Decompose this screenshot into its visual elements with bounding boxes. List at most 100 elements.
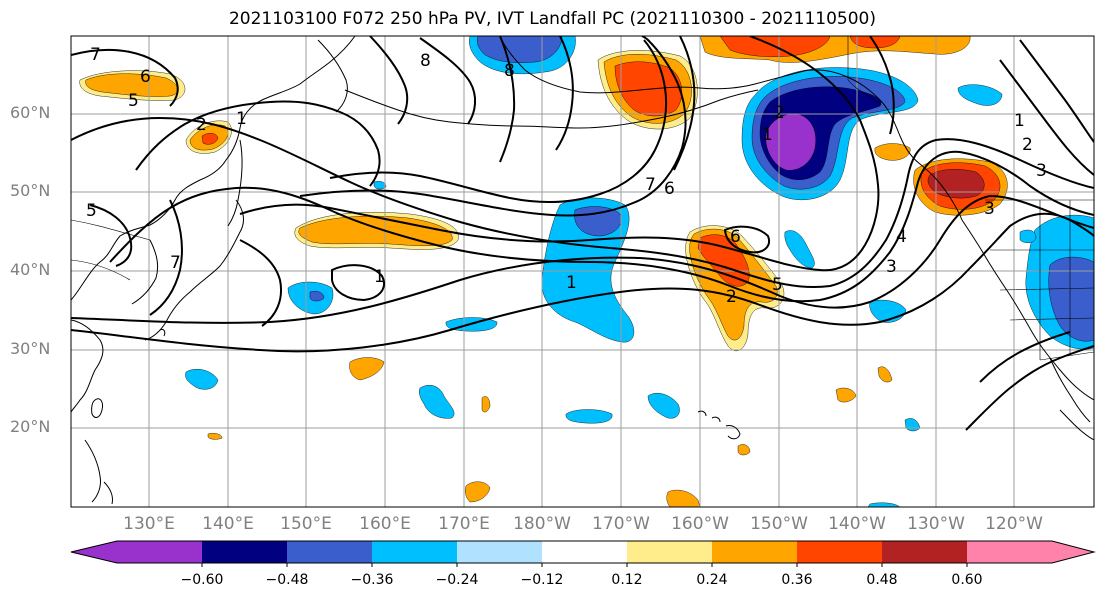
pv-contour [419, 37, 476, 125]
contour-label: 2 [1022, 135, 1033, 155]
shade-neg [185, 369, 219, 390]
colorbar-segment [967, 541, 1052, 563]
shade-pos [207, 433, 223, 440]
colorbar-min-extension [71, 541, 117, 563]
colorbar-segment [627, 541, 712, 563]
border-asia [71, 219, 151, 281]
lat-label-60n: 60°N [10, 103, 51, 122]
pv-contours [71, 36, 1094, 431]
pv-contour [71, 194, 1094, 324]
colorbar-ticks [201, 563, 968, 567]
coastline-korea [131, 239, 159, 305]
colorbar-label: 0.24 [696, 572, 728, 588]
contour-label: 2 [774, 103, 785, 123]
contour-labels: 7 6 5 2 1 8 5 7 1 8 7 6 1 6 5 2 1 2 3 4 … [86, 45, 1047, 307]
shade-pos [465, 481, 491, 503]
coastline-island [159, 329, 166, 337]
shade-pos [927, 169, 985, 199]
lon-label: 170°W [592, 514, 650, 534]
pv-contour [109, 150, 1094, 303]
pv-contour [89, 204, 133, 267]
coastline-hawaii [697, 410, 741, 440]
contour-label: 1 [374, 267, 385, 287]
shade-pos [481, 396, 491, 413]
coastlines [71, 36, 1094, 505]
colorbar-segment [202, 541, 287, 563]
colorbar-segment [457, 541, 542, 563]
lon-label: 150°W [750, 514, 808, 534]
border-us-state [990, 200, 1094, 360]
pv-contour [329, 39, 668, 204]
coastline-north-america-west [961, 219, 1094, 401]
map-title: 2021103100 F072 250 hPa PV, IVT Landfall… [228, 9, 876, 29]
shading-layer [79, 36, 1094, 507]
lon-label: 170°E [438, 514, 490, 534]
shade-pos [85, 73, 178, 97]
pv-contour [71, 212, 1094, 353]
shade-neg [1019, 229, 1037, 243]
coastline-kamchatka [317, 39, 348, 113]
lat-label-20n: 20°N [10, 417, 51, 436]
colorbar-max-extension [1052, 541, 1094, 563]
pv-contour [869, 36, 895, 135]
contour-label: 2 [726, 287, 737, 307]
contour-label: 3 [886, 257, 897, 277]
pv-contour [239, 239, 282, 327]
colorbar-segment [542, 541, 627, 563]
colorbar-outline [70, 540, 1096, 564]
lon-label: 130°E [123, 514, 175, 534]
shade-pos [201, 133, 219, 145]
shade-neg [419, 385, 455, 419]
coastline-baja [1049, 357, 1091, 423]
coastline-mexico [1059, 409, 1094, 441]
contour-label: 4 [896, 227, 907, 247]
shade-neg [867, 502, 901, 507]
colorbar-label: 0.48 [866, 572, 898, 588]
contour-label: 6 [730, 227, 741, 247]
contour-label: 1 [1014, 111, 1025, 131]
pv-contour [723, 225, 770, 254]
shade-neg [565, 409, 613, 424]
lon-label: 160°E [359, 514, 411, 534]
colorbar-label: −0.24 [435, 572, 479, 588]
lat-label-40n: 40°N [10, 260, 51, 279]
colorbar-label: 0.12 [611, 572, 643, 588]
shade-neg [309, 291, 325, 302]
colorbar-label: 0.60 [951, 572, 983, 588]
lat-label-30n: 30°N [10, 339, 51, 358]
pv-contour [135, 100, 381, 187]
map-border [70, 35, 1095, 508]
shade-neg [373, 181, 387, 190]
shade-pos [737, 444, 751, 456]
lon-label: 180°W [513, 514, 571, 534]
contour-label: 7 [645, 175, 656, 195]
coastline-taiwan [91, 398, 103, 418]
pv-contour [239, 36, 880, 272]
pv-contour [979, 331, 1071, 383]
colorbar [70, 540, 1096, 567]
coastline-philippines [84, 439, 113, 505]
pv-contour [999, 59, 1094, 176]
lon-label: 130°W [907, 514, 965, 534]
colorbar-label: 0.36 [781, 572, 813, 588]
pv-contour [71, 48, 179, 107]
shade-pos [349, 357, 385, 381]
lon-label: 140°E [202, 514, 254, 534]
border-alaska-canada [847, 36, 881, 105]
pv-contour [369, 36, 409, 125]
colorbar-segment [882, 541, 967, 563]
colorbar-segment [372, 541, 457, 563]
contour-label: 5 [128, 91, 139, 111]
lat-label-50n: 50°N [10, 181, 51, 200]
pv-contour [331, 264, 385, 302]
map-content: 7 6 5 2 1 8 5 7 1 8 7 6 1 6 5 2 1 2 3 4 … [71, 36, 1094, 507]
shade-pos [877, 366, 893, 383]
shade-neg [1048, 256, 1094, 342]
pv-contour [149, 199, 183, 316]
pv-contour [555, 36, 574, 151]
lon-label: 160°W [671, 514, 729, 534]
contour-label: 5 [772, 275, 783, 295]
shade-neg [765, 113, 816, 171]
colorbar-segment [117, 541, 202, 563]
